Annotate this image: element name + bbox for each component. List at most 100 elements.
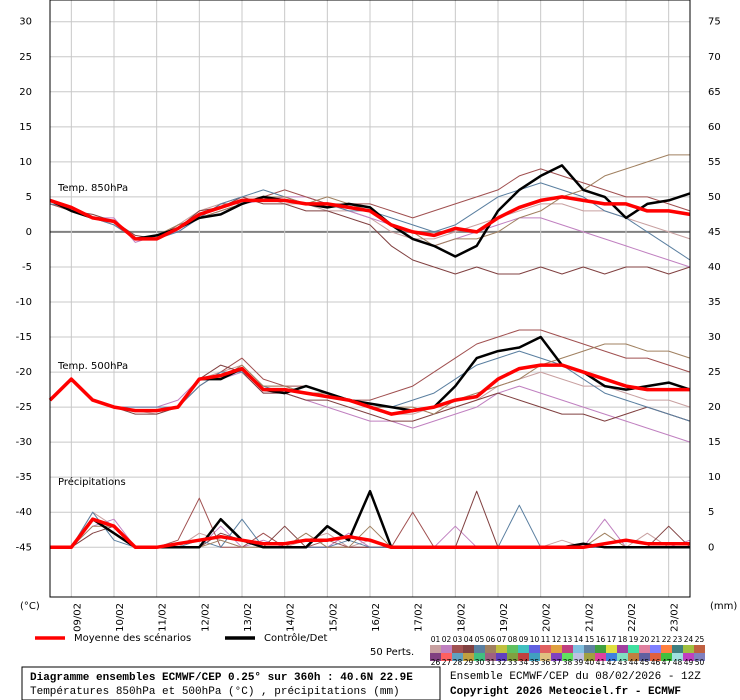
y-tick-label: -5 <box>22 262 32 273</box>
member-label: 22 <box>662 635 672 644</box>
y-tick-label: 15 <box>19 122 32 133</box>
y2-tick-label: 15 <box>708 437 721 448</box>
member-swatch <box>606 653 617 661</box>
member-swatch <box>562 645 573 653</box>
copyright: Copyright 2026 Meteociel.fr - ECMWF <box>450 686 681 698</box>
x-tick-label: 15/02 <box>328 603 339 632</box>
member-label: 35 <box>530 658 540 667</box>
member-label: 12 <box>552 635 562 644</box>
member-label: 39 <box>574 658 584 667</box>
member-label: 29 <box>464 658 474 667</box>
x-tick-label: 18/02 <box>456 603 467 632</box>
member-label: 17 <box>607 635 617 644</box>
member-label: 18 <box>618 635 628 644</box>
perturbation-line <box>49 364 691 422</box>
member-label: 33 <box>508 658 518 667</box>
member-label: 10 <box>530 635 540 644</box>
y2-tick-label: 65 <box>708 87 721 98</box>
member-label: 25 <box>695 635 705 644</box>
y-tick-label: -35 <box>16 472 32 483</box>
y-tick-label: 10 <box>19 157 32 168</box>
member-swatch <box>628 645 639 653</box>
member-swatch <box>463 645 474 653</box>
y-tick-label: 30 <box>19 17 32 28</box>
member-label: 24 <box>684 635 694 644</box>
mean-line <box>50 517 690 550</box>
member-swatch <box>529 653 540 661</box>
member-label: 46 <box>651 658 661 667</box>
member-swatch <box>683 645 694 653</box>
member-swatch <box>441 653 452 661</box>
member-label: 09 <box>519 635 529 644</box>
x-tick-label: 17/02 <box>414 603 425 632</box>
member-label: 43 <box>618 658 628 667</box>
x-tick-label: 11/02 <box>158 603 169 632</box>
member-swatch <box>540 645 551 653</box>
y2-tick-label: 25 <box>708 367 721 378</box>
legend-label: Moyenne des scénarios <box>74 632 191 644</box>
x-tick-label: 16/02 <box>371 603 382 632</box>
member-label: 31 <box>486 658 496 667</box>
control-line <box>49 164 691 258</box>
member-label: 13 <box>563 635 573 644</box>
member-label: 11 <box>541 635 551 644</box>
member-swatch <box>463 653 474 661</box>
member-label: 01 <box>431 635 441 644</box>
member-swatch <box>595 645 606 653</box>
member-swatch <box>485 645 496 653</box>
y-tick-label: -30 <box>16 437 32 448</box>
member-label: 49 <box>684 658 694 667</box>
member-label: 36 <box>541 658 551 667</box>
member-label: 47 <box>662 658 672 667</box>
member-swatch <box>441 645 452 653</box>
member-swatch <box>452 645 463 653</box>
y-tick-label: -45 <box>16 542 32 553</box>
member-label: 41 <box>596 658 606 667</box>
member-label: 44 <box>629 658 639 667</box>
y-tick-label: -10 <box>16 297 32 308</box>
y-tick-label: 0 <box>26 227 32 238</box>
y2-tick-label: 20 <box>708 402 721 413</box>
member-swatch <box>584 653 595 661</box>
y2-tick-label: 70 <box>708 52 721 63</box>
member-swatch <box>672 645 683 653</box>
member-swatch <box>672 653 683 661</box>
member-swatch <box>606 645 617 653</box>
member-label: 45 <box>640 658 650 667</box>
y-axis-unit: (°C) <box>20 601 40 612</box>
member-swatch <box>518 653 529 661</box>
member-label: 48 <box>673 658 683 667</box>
member-swatch <box>573 653 584 661</box>
member-swatch <box>474 645 485 653</box>
mean-line <box>48 363 690 416</box>
x-tick-label: 10/02 <box>115 603 126 632</box>
panel-label: Temp. 850hPa <box>57 183 128 194</box>
member-swatch <box>617 653 628 661</box>
y-tick-label: 5 <box>26 192 32 203</box>
y-tick-label: -15 <box>16 332 32 343</box>
y2-tick-label: 45 <box>708 227 721 238</box>
x-tick-label: 22/02 <box>627 603 638 632</box>
member-swatch <box>518 645 529 653</box>
member-label: 32 <box>497 658 507 667</box>
legend-label: Contrôle/Det <box>264 632 328 644</box>
member-swatch <box>694 653 705 661</box>
mean-line <box>49 195 691 241</box>
panel-label: Précipitations <box>58 476 126 488</box>
y2-tick-label: 5 <box>708 507 714 518</box>
member-label: 21 <box>651 635 661 644</box>
x-tick-label: 12/02 <box>200 603 211 632</box>
member-swatch <box>595 653 606 661</box>
member-label: 06 <box>486 635 496 644</box>
member-label: 28 <box>453 658 463 667</box>
member-label: 34 <box>519 658 529 667</box>
member-swatch <box>507 645 518 653</box>
member-swatch <box>584 645 595 653</box>
x-tick-label: 23/02 <box>670 603 681 632</box>
member-label: 50 <box>695 658 705 667</box>
y2-tick-label: 40 <box>708 262 721 273</box>
member-swatch <box>474 653 485 661</box>
y2-tick-label: 30 <box>708 332 721 343</box>
member-swatch <box>529 645 540 653</box>
